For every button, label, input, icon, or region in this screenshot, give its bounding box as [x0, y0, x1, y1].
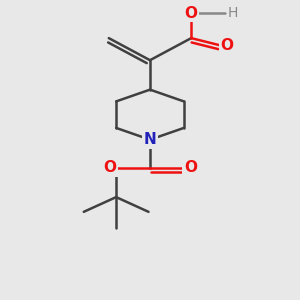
Text: H: H: [228, 6, 238, 20]
Text: O: O: [184, 160, 197, 175]
Text: O: O: [185, 6, 198, 21]
Text: O: O: [103, 160, 116, 175]
Text: N: N: [144, 132, 156, 147]
Text: O: O: [221, 38, 234, 53]
